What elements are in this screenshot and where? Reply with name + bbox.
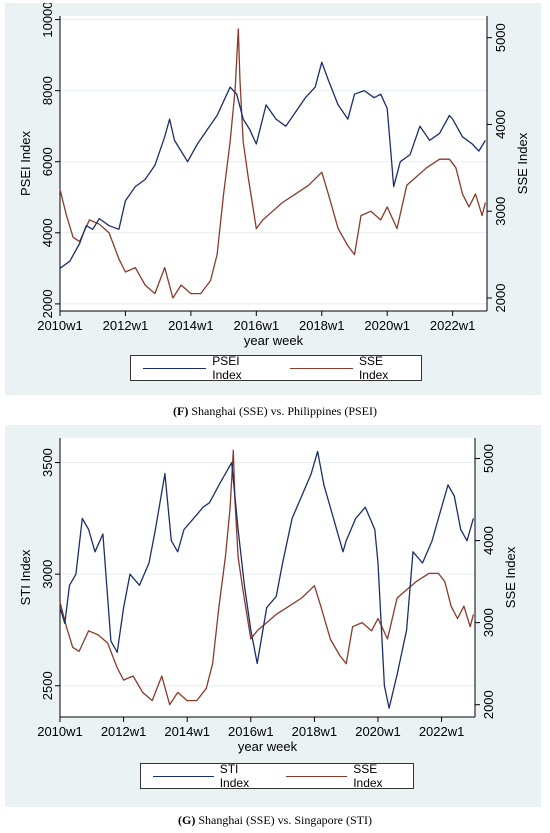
y-tick-label-left-f-1: 4000 [40,218,55,247]
legend-item-sti: STI Index [153,762,268,790]
chart-g: 2500 3000 3500 2000 3000 4000 5000 2010w1 2012w1… [18,438,518,754]
y-tick-label-right-g-0: 2000 [481,690,496,719]
x-tick-label-g-5: 2020w1 [355,724,401,739]
legend-label-sse: SSE Index [358,354,389,382]
y-axis-title-right-g: SSE Index [503,546,518,608]
legend-swatch-psei [143,367,207,369]
legend-label-sse-g: SSE Index [353,762,383,790]
y-tick-label-left-g-0: 2500 [40,671,55,700]
chart-panel-f: 2000 4000 6000 8000 10000 2000 3000 4000 5000 201… [5,3,541,395]
legend-f: PSEI Index SSE Index [130,354,422,382]
legend-swatch-sti [153,775,214,777]
legend-item-psei: PSEI Index [143,354,272,382]
y-tick-label-left-g-2: 3500 [40,448,55,477]
x-tick-label-g-3: 2016w1 [228,724,274,739]
y-tick-label-right-f-1: 3000 [493,197,508,226]
x-tick-label-g-6: 2022w1 [419,724,465,739]
x-tick-label-f-6: 2022w1 [430,318,476,333]
y-tick-label-left-f-0: 2000 [40,289,55,318]
y-axis-title-right-f: SSE Index [515,132,530,194]
caption-letter-f: (F) [173,404,189,418]
x-tick-label-g-2: 2014w1 [164,724,210,739]
y-axis-title-left-g: STI Index [18,549,33,605]
plot-area-g [60,438,475,717]
x-tick-label-g-4: 2018w1 [292,724,338,739]
x-tick-label-f-1: 2012w1 [103,318,149,333]
x-axis-title-f: year week [244,333,304,348]
y-tick-label-right-g-1: 3000 [481,608,496,637]
y-tick-label-left-f-4: 10000 [40,3,55,38]
y-tick-label-right-f-0: 2000 [493,284,508,313]
caption-g: (G) Shanghai (SSE) vs. Singapore (STI) [0,813,550,828]
y-axis-title-left-f: PSEI Index [18,130,33,196]
plot-area-f [60,16,487,311]
caption-f: (F) Shanghai (SSE) vs. Philippines (PSEI… [0,404,550,419]
x-tick-label-f-4: 2018w1 [299,318,345,333]
series-line-f-sse-index [59,28,487,299]
x-tick-label-f-2: 2014w1 [168,318,214,333]
y-tick-label-right-g-2: 4000 [481,526,496,555]
y-tick-label-right-g-3: 5000 [481,444,496,473]
x-tick-label-f-0: 2010w1 [37,318,83,333]
x-tick-label-g-1: 2012w1 [101,724,147,739]
series-line-f-psei-index [59,61,486,269]
x-axis-title-g: year week [238,739,298,754]
legend-swatch-sse [289,367,353,369]
legend-swatch-sse-g [286,775,348,777]
y-tick-label-right-f-2: 4000 [493,110,508,139]
y-tick-label-left-g-1: 3000 [40,560,55,589]
legend-g: STI Index SSE Index [140,762,414,790]
y-tick-label-left-f-2: 6000 [40,147,55,176]
chart-panel-g: 2500 3000 3500 2000 3000 4000 5000 2010w1 2012w1… [5,425,541,807]
caption-text-g: Shanghai (SSE) vs. Singapore (STI) [195,813,372,827]
legend-item-sse: SSE Index [289,354,415,382]
x-tick-label-f-3: 2016w1 [234,318,280,333]
caption-letter-g: (G) [178,813,196,827]
legend-label-psei: PSEI Index [212,354,242,382]
caption-text-f: Shanghai (SSE) vs. Philippines (PSEI) [188,404,377,418]
x-tick-label-f-5: 2020w1 [364,318,410,333]
y-tick-label-left-f-3: 8000 [40,76,55,105]
x-tick-label-g-0: 2010w1 [37,724,83,739]
series-line-g-sti-index [59,450,475,709]
legend-label-sti: STI Index [219,762,250,790]
y-tick-label-right-f-3: 5000 [493,23,508,52]
chart-f: 2000 4000 6000 8000 10000 2000 3000 4000 5000 201… [18,3,530,348]
legend-item-sse-g: SSE Index [286,762,407,790]
